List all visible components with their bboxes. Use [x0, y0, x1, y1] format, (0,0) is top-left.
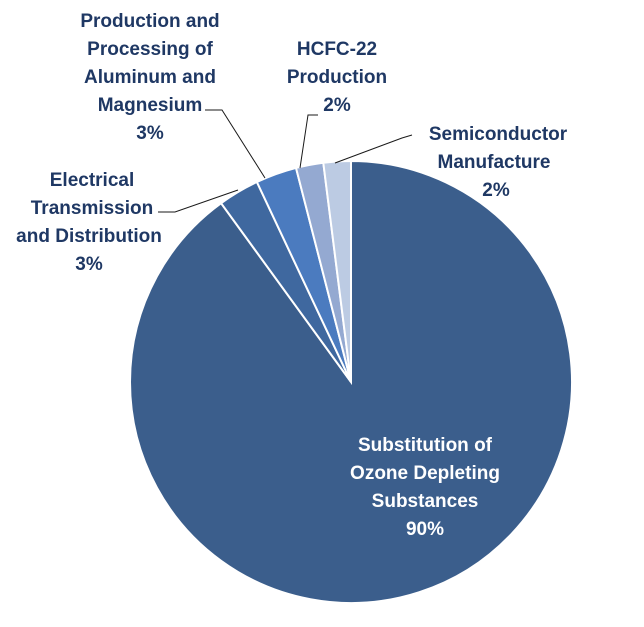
label-semiconductor-pct: 2% — [482, 180, 510, 201]
label-electrical-pct: 3% — [75, 254, 103, 275]
leader-line-electrical — [158, 189, 239, 213]
label-hcfc: HCFC-22 Production 2% — [287, 39, 387, 116]
label-electrical-line-3: and Distribution — [16, 226, 162, 247]
label-substitution: Substitution of Ozone Depleting Substanc… — [350, 435, 500, 540]
label-semiconductor: Semiconductor Manufacture 2% — [429, 124, 568, 201]
label-substitution-line-2: Ozone Depleting — [350, 463, 500, 484]
label-semiconductor-line-1: Semiconductor — [429, 124, 568, 145]
label-substitution-line-3: Substances — [372, 491, 479, 512]
leader-line-aluminum — [205, 109, 266, 179]
label-semiconductor-line-2: Manufacture — [438, 152, 551, 173]
leader-line-semiconductor — [334, 134, 413, 164]
label-hcfc-pct: 2% — [323, 95, 351, 116]
label-substitution-line-1: Substitution of — [358, 435, 493, 456]
label-electrical-line-2: Transmission — [31, 198, 154, 219]
label-aluminum-line-4: Magnesium — [98, 95, 203, 116]
label-aluminum-line-3: Aluminum and — [84, 67, 216, 88]
label-hcfc-line-1: HCFC-22 — [297, 39, 377, 60]
pie-slice-semiconductor-manufacture — [322, 159, 352, 383]
leader-line-hcfc — [299, 114, 318, 169]
label-hcfc-line-2: Production — [287, 67, 387, 88]
pie-slices — [129, 159, 574, 604]
label-aluminum: Production and Processing of Aluminum an… — [80, 11, 219, 144]
label-aluminum-pct: 3% — [136, 123, 164, 144]
label-electrical: Electrical Transmission and Distribution… — [16, 170, 162, 275]
label-electrical-line-1: Electrical — [50, 170, 135, 191]
label-aluminum-line-2: Processing of — [87, 39, 213, 60]
label-substitution-pct: 90% — [406, 519, 444, 540]
label-aluminum-line-1: Production and — [80, 11, 219, 32]
